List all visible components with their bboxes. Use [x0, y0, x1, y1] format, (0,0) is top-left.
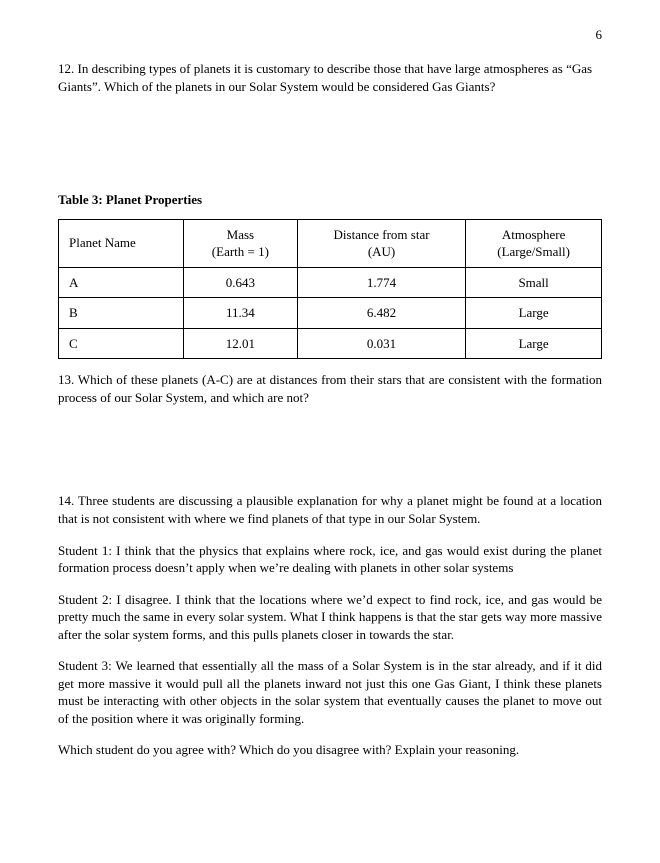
page-number: 6 — [596, 26, 603, 44]
cell-atmosphere: Large — [466, 328, 602, 359]
question-12: 12. In describing types of planets it is… — [58, 60, 602, 95]
header-text: Atmosphere — [502, 227, 566, 242]
header-planet-name: Planet Name — [59, 219, 184, 267]
student-2-response: Student 2: I disagree. I think that the … — [58, 591, 602, 644]
header-text: Distance from star — [334, 227, 430, 242]
header-atmosphere: Atmosphere (Large/Small) — [466, 219, 602, 267]
cell-distance: 1.774 — [297, 267, 465, 298]
header-text: Planet Name — [69, 235, 136, 250]
final-question: Which student do you agree with? Which d… — [58, 741, 602, 759]
cell-planet-name: A — [59, 267, 184, 298]
header-distance: Distance from star (AU) — [297, 219, 465, 267]
cell-planet-name: B — [59, 298, 184, 329]
cell-mass: 11.34 — [183, 298, 297, 329]
student-3-response: Student 3: We learned that essentially a… — [58, 657, 602, 727]
question-14-intro: 14. Three students are discussing a plau… — [58, 492, 602, 527]
cell-distance: 0.031 — [297, 328, 465, 359]
document-page: 6 12. In describing types of planets it … — [0, 0, 660, 863]
header-subtext: (Earth = 1) — [212, 244, 269, 259]
student-1-response: Student 1: I think that the physics that… — [58, 542, 602, 577]
question-13: 13. Which of these planets (A-C) are at … — [58, 371, 602, 406]
header-text: Mass — [227, 227, 254, 242]
cell-distance: 6.482 — [297, 298, 465, 329]
cell-atmosphere: Small — [466, 267, 602, 298]
header-subtext: (Large/Small) — [497, 244, 570, 259]
table-title: Table 3: Planet Properties — [58, 191, 602, 209]
table-row: A 0.643 1.774 Small — [59, 267, 602, 298]
cell-atmosphere: Large — [466, 298, 602, 329]
header-mass: Mass (Earth = 1) — [183, 219, 297, 267]
cell-mass: 12.01 — [183, 328, 297, 359]
table-row: C 12.01 0.031 Large — [59, 328, 602, 359]
planet-properties-table: Planet Name Mass (Earth = 1) Distance fr… — [58, 219, 602, 360]
cell-planet-name: C — [59, 328, 184, 359]
table-header-row: Planet Name Mass (Earth = 1) Distance fr… — [59, 219, 602, 267]
cell-mass: 0.643 — [183, 267, 297, 298]
header-subtext: (AU) — [368, 244, 395, 259]
table-row: B 11.34 6.482 Large — [59, 298, 602, 329]
